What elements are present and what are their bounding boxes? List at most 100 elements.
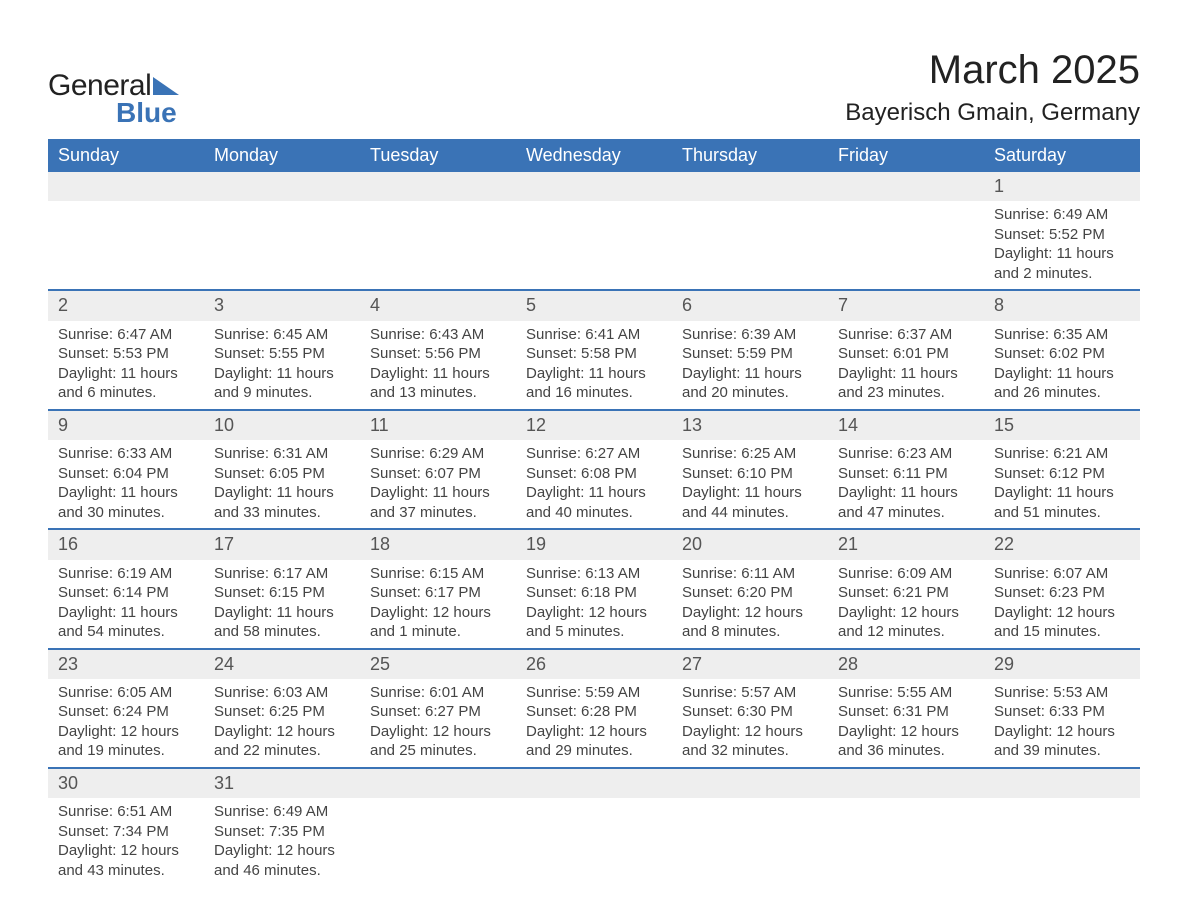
day-number-cell: 14 xyxy=(828,410,984,440)
day-dl1: Daylight: 12 hours xyxy=(682,722,818,742)
dow-header: Tuesday xyxy=(360,139,516,172)
day-sunset: Sunset: 6:11 PM xyxy=(838,464,974,484)
day-sunset: Sunset: 6:08 PM xyxy=(526,464,662,484)
day-number-cell xyxy=(360,172,516,201)
day-sunset: Sunset: 6:15 PM xyxy=(214,583,350,603)
day-sunset: Sunset: 6:31 PM xyxy=(838,702,974,722)
day-dl2: and 8 minutes. xyxy=(682,622,818,642)
day-number-cell: 22 xyxy=(984,529,1140,559)
day-dl1: Daylight: 11 hours xyxy=(58,483,194,503)
day-sunrise: Sunrise: 6:03 AM xyxy=(214,683,350,703)
day-sunrise: Sunrise: 6:19 AM xyxy=(58,564,194,584)
day-detail-cell: Sunrise: 6:01 AMSunset: 6:27 PMDaylight:… xyxy=(360,679,516,768)
day-detail-cell: Sunrise: 6:05 AMSunset: 6:24 PMDaylight:… xyxy=(48,679,204,768)
calendar-header-row: Sunday Monday Tuesday Wednesday Thursday… xyxy=(48,139,1140,172)
day-sunset: Sunset: 6:33 PM xyxy=(994,702,1130,722)
day-detail-cell xyxy=(828,201,984,290)
day-number-cell: 29 xyxy=(984,649,1140,679)
day-number-cell: 16 xyxy=(48,529,204,559)
dow-header: Monday xyxy=(204,139,360,172)
day-sunrise: Sunrise: 6:11 AM xyxy=(682,564,818,584)
day-dl1: Daylight: 12 hours xyxy=(526,603,662,623)
day-sunrise: Sunrise: 5:59 AM xyxy=(526,683,662,703)
day-detail-cell: Sunrise: 6:15 AMSunset: 6:17 PMDaylight:… xyxy=(360,560,516,649)
day-sunset: Sunset: 6:21 PM xyxy=(838,583,974,603)
day-sunrise: Sunrise: 6:29 AM xyxy=(370,444,506,464)
day-number-cell: 20 xyxy=(672,529,828,559)
day-sunrise: Sunrise: 6:37 AM xyxy=(838,325,974,345)
day-dl2: and 25 minutes. xyxy=(370,741,506,761)
day-dl1: Daylight: 12 hours xyxy=(58,722,194,742)
day-detail-cell: Sunrise: 5:55 AMSunset: 6:31 PMDaylight:… xyxy=(828,679,984,768)
day-sunset: Sunset: 6:20 PM xyxy=(682,583,818,603)
day-dl1: Daylight: 11 hours xyxy=(526,364,662,384)
day-sunrise: Sunrise: 6:45 AM xyxy=(214,325,350,345)
day-sunset: Sunset: 6:10 PM xyxy=(682,464,818,484)
day-detail-cell: Sunrise: 6:09 AMSunset: 6:21 PMDaylight:… xyxy=(828,560,984,649)
day-dl1: Daylight: 11 hours xyxy=(58,364,194,384)
day-number-cell: 17 xyxy=(204,529,360,559)
day-sunset: Sunset: 7:34 PM xyxy=(58,822,194,842)
day-number-cell: 23 xyxy=(48,649,204,679)
day-dl2: and 13 minutes. xyxy=(370,383,506,403)
day-sunrise: Sunrise: 6:09 AM xyxy=(838,564,974,584)
day-dl2: and 5 minutes. xyxy=(526,622,662,642)
day-sunrise: Sunrise: 6:39 AM xyxy=(682,325,818,345)
day-sunrise: Sunrise: 5:53 AM xyxy=(994,683,1130,703)
calendar-detail-row: Sunrise: 6:51 AMSunset: 7:34 PMDaylight:… xyxy=(48,798,1140,886)
day-dl1: Daylight: 11 hours xyxy=(214,603,350,623)
day-detail-cell: Sunrise: 6:43 AMSunset: 5:56 PMDaylight:… xyxy=(360,321,516,410)
brand-triangle-icon xyxy=(153,77,179,95)
day-dl2: and 22 minutes. xyxy=(214,741,350,761)
day-detail-cell: Sunrise: 6:25 AMSunset: 6:10 PMDaylight:… xyxy=(672,440,828,529)
day-sunset: Sunset: 7:35 PM xyxy=(214,822,350,842)
calendar-daynum-row: 23242526272829 xyxy=(48,649,1140,679)
day-sunset: Sunset: 5:58 PM xyxy=(526,344,662,364)
day-number-cell: 31 xyxy=(204,768,360,798)
day-dl1: Daylight: 11 hours xyxy=(994,364,1130,384)
day-number-cell: 13 xyxy=(672,410,828,440)
calendar-daynum-row: 9101112131415 xyxy=(48,410,1140,440)
day-number-cell: 4 xyxy=(360,290,516,320)
day-dl2: and 32 minutes. xyxy=(682,741,818,761)
day-sunrise: Sunrise: 6:01 AM xyxy=(370,683,506,703)
day-dl2: and 26 minutes. xyxy=(994,383,1130,403)
day-dl1: Daylight: 11 hours xyxy=(838,364,974,384)
day-sunset: Sunset: 6:27 PM xyxy=(370,702,506,722)
day-number-cell: 28 xyxy=(828,649,984,679)
day-dl1: Daylight: 11 hours xyxy=(214,483,350,503)
day-dl1: Daylight: 11 hours xyxy=(58,603,194,623)
day-dl1: Daylight: 12 hours xyxy=(682,603,818,623)
day-dl2: and 6 minutes. xyxy=(58,383,194,403)
day-dl1: Daylight: 12 hours xyxy=(58,841,194,861)
day-detail-cell: Sunrise: 6:11 AMSunset: 6:20 PMDaylight:… xyxy=(672,560,828,649)
day-sunset: Sunset: 5:59 PM xyxy=(682,344,818,364)
day-sunrise: Sunrise: 6:23 AM xyxy=(838,444,974,464)
brand-logo: General Blue xyxy=(48,71,179,127)
day-detail-cell: Sunrise: 6:49 AMSunset: 7:35 PMDaylight:… xyxy=(204,798,360,886)
day-sunset: Sunset: 6:07 PM xyxy=(370,464,506,484)
day-detail-cell xyxy=(48,201,204,290)
day-sunrise: Sunrise: 6:21 AM xyxy=(994,444,1130,464)
day-dl2: and 19 minutes. xyxy=(58,741,194,761)
day-detail-cell xyxy=(672,798,828,886)
brand-part2: Blue xyxy=(116,99,177,127)
day-sunset: Sunset: 6:05 PM xyxy=(214,464,350,484)
day-detail-cell: Sunrise: 6:13 AMSunset: 6:18 PMDaylight:… xyxy=(516,560,672,649)
day-number-cell xyxy=(672,172,828,201)
day-dl2: and 12 minutes. xyxy=(838,622,974,642)
day-dl1: Daylight: 11 hours xyxy=(370,483,506,503)
day-detail-cell: Sunrise: 6:17 AMSunset: 6:15 PMDaylight:… xyxy=(204,560,360,649)
day-detail-cell: Sunrise: 6:37 AMSunset: 6:01 PMDaylight:… xyxy=(828,321,984,410)
calendar-table: Sunday Monday Tuesday Wednesday Thursday… xyxy=(48,139,1140,886)
day-sunrise: Sunrise: 6:49 AM xyxy=(994,205,1130,225)
day-sunrise: Sunrise: 5:57 AM xyxy=(682,683,818,703)
day-number-cell: 18 xyxy=(360,529,516,559)
calendar-daynum-row: 2345678 xyxy=(48,290,1140,320)
day-number-cell: 15 xyxy=(984,410,1140,440)
day-number-cell xyxy=(48,172,204,201)
day-sunset: Sunset: 6:17 PM xyxy=(370,583,506,603)
day-sunrise: Sunrise: 5:55 AM xyxy=(838,683,974,703)
day-detail-cell: Sunrise: 6:49 AMSunset: 5:52 PMDaylight:… xyxy=(984,201,1140,290)
day-sunset: Sunset: 6:23 PM xyxy=(994,583,1130,603)
